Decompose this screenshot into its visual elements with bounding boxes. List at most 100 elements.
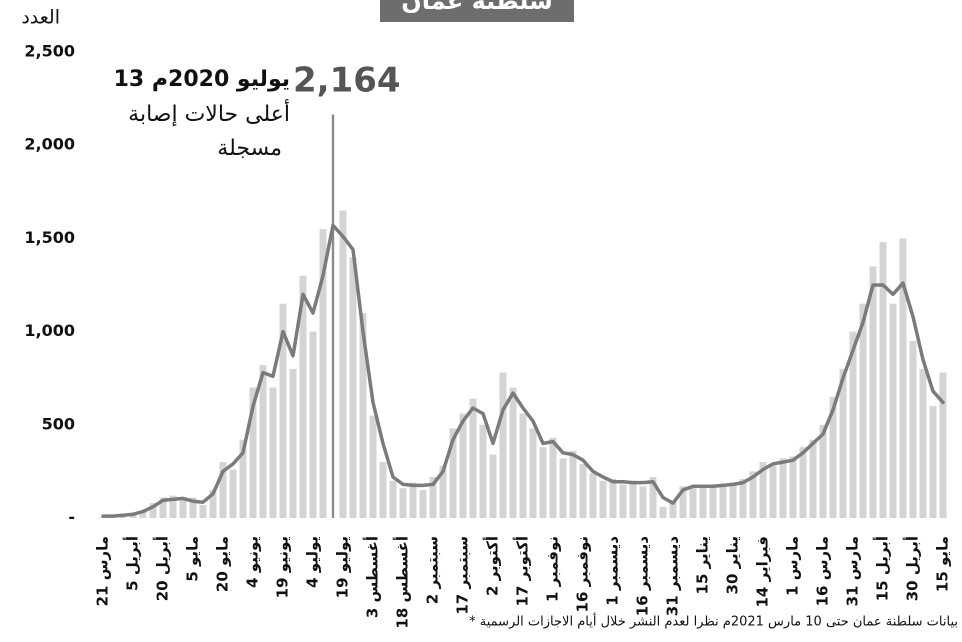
bar bbox=[369, 415, 377, 518]
bar bbox=[169, 495, 177, 518]
x-tick-label: 21 مارس bbox=[94, 536, 112, 606]
y-tick-label: 2,000 bbox=[24, 135, 75, 154]
bar bbox=[839, 368, 847, 518]
y-axis-label: العدد bbox=[21, 7, 60, 29]
bar bbox=[929, 406, 937, 518]
bar bbox=[349, 257, 357, 518]
bar bbox=[689, 488, 697, 518]
x-tick-label: 20 مايو bbox=[214, 536, 232, 592]
x-tick-label: 3 أغسطس bbox=[363, 536, 382, 618]
bar bbox=[499, 372, 507, 518]
x-tick-label: 15 أبريل bbox=[873, 536, 892, 601]
bar bbox=[579, 463, 587, 518]
bar bbox=[939, 372, 947, 518]
bar bbox=[199, 504, 207, 518]
bar bbox=[489, 454, 497, 518]
bar bbox=[559, 458, 567, 518]
x-tick-label: 1 نوفمبر bbox=[544, 536, 562, 602]
chart-title: سلطنة عمان bbox=[401, 0, 552, 15]
bar bbox=[189, 497, 197, 518]
bar bbox=[639, 486, 647, 518]
bar bbox=[331, 114, 335, 518]
bar bbox=[159, 497, 167, 518]
bar bbox=[439, 465, 447, 518]
x-tick-label: 2 أكتوبر bbox=[483, 536, 502, 596]
bar bbox=[899, 238, 907, 518]
bar bbox=[569, 450, 577, 518]
y-tick-label: 2,500 bbox=[24, 42, 75, 61]
bar bbox=[819, 424, 827, 518]
bar bbox=[379, 462, 387, 518]
bar bbox=[179, 500, 187, 518]
bar bbox=[429, 476, 437, 518]
x-tick-label: 17 سبتمبر bbox=[454, 536, 472, 615]
bar bbox=[259, 365, 267, 518]
bar bbox=[799, 447, 807, 518]
bar bbox=[399, 488, 407, 518]
x-tick-label: 16 نوفمبر bbox=[574, 536, 592, 612]
bar bbox=[549, 437, 557, 518]
x-tick-label: 30 يناير bbox=[724, 536, 742, 594]
bar bbox=[789, 456, 797, 518]
bar bbox=[229, 469, 237, 518]
bar bbox=[359, 312, 367, 518]
bar bbox=[599, 480, 607, 518]
bar bbox=[869, 266, 877, 518]
bar bbox=[829, 396, 837, 518]
x-tick-label: 31 ديسمبر bbox=[664, 536, 682, 617]
bar bbox=[409, 482, 417, 518]
x-tick-label: 19 يوليو bbox=[334, 536, 352, 598]
bar bbox=[769, 465, 777, 518]
y-tick-label: 500 bbox=[42, 414, 75, 433]
bar bbox=[809, 439, 817, 518]
annotation: أعلى حالات إصابة bbox=[128, 99, 290, 127]
x-tick-label: 15 يناير bbox=[694, 536, 712, 594]
bar bbox=[149, 503, 157, 518]
bar bbox=[849, 331, 857, 518]
bar bbox=[759, 462, 767, 518]
x-tick-label: 5 أبريل bbox=[123, 536, 142, 591]
x-tick-label: 19 يونيو bbox=[274, 536, 292, 598]
x-tick-label: 1 مارس bbox=[784, 536, 802, 596]
bar bbox=[529, 428, 537, 518]
bar bbox=[609, 478, 617, 518]
x-tick-label: 4 يونيو bbox=[244, 536, 262, 588]
y-tick-label: 1,500 bbox=[24, 228, 75, 247]
bar bbox=[629, 480, 637, 518]
bar bbox=[319, 229, 327, 518]
title-box bbox=[380, 0, 574, 22]
bar bbox=[339, 210, 347, 518]
x-tick-label: 31 مارس bbox=[844, 536, 862, 606]
bar bbox=[699, 484, 707, 518]
line bbox=[101, 223, 945, 518]
bar bbox=[909, 340, 917, 518]
bar bbox=[859, 303, 867, 518]
y-tick-label: - bbox=[68, 508, 75, 527]
bar bbox=[649, 476, 657, 518]
x-tick-label: 20 أبريل bbox=[153, 536, 172, 601]
y-tick-label: 1,000 bbox=[24, 321, 75, 340]
annotation: مسجلة bbox=[217, 136, 282, 161]
bar bbox=[619, 484, 627, 518]
bar bbox=[389, 480, 397, 518]
bar bbox=[659, 506, 667, 518]
x-tick-label: 30 أبريل bbox=[903, 536, 922, 601]
bar bbox=[719, 483, 727, 518]
x-tick-label: 5 مايو bbox=[184, 536, 202, 582]
x-tick-label: 18 أغسطس bbox=[393, 536, 412, 629]
bar bbox=[419, 490, 427, 518]
bar bbox=[209, 490, 217, 518]
bar bbox=[479, 424, 487, 518]
bar bbox=[299, 275, 307, 518]
footnote: * بيانات سلطنة عمان حتى 10 مارس 2021م نظ… bbox=[469, 613, 958, 630]
annotation: 13 يوليو 2020م bbox=[114, 67, 290, 92]
x-tick-label: 14 فبراير bbox=[754, 536, 772, 608]
bar bbox=[269, 387, 277, 518]
bar bbox=[249, 387, 257, 518]
bar bbox=[309, 331, 317, 518]
bar bbox=[879, 242, 887, 519]
bar bbox=[279, 303, 287, 518]
x-tick-label: 2 سبتمبر bbox=[424, 536, 442, 604]
bar bbox=[449, 428, 457, 518]
